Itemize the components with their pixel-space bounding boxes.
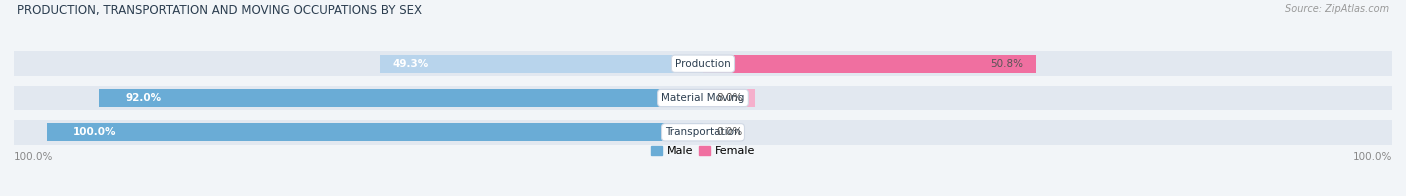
Text: 49.3%: 49.3%	[392, 59, 429, 69]
Bar	[14, 51, 1392, 76]
Legend: Male, Female: Male, Female	[647, 141, 759, 161]
Text: Production: Production	[675, 59, 731, 69]
Text: 92.0%: 92.0%	[125, 93, 162, 103]
Text: 8.0%: 8.0%	[716, 93, 742, 103]
Bar	[380, 55, 703, 73]
Bar	[703, 55, 1036, 73]
Text: 100.0%: 100.0%	[1353, 152, 1392, 162]
Text: Transportation: Transportation	[665, 127, 741, 137]
Bar	[100, 89, 703, 107]
Text: Source: ZipAtlas.com: Source: ZipAtlas.com	[1285, 4, 1389, 14]
Text: 100.0%: 100.0%	[14, 152, 53, 162]
Text: 100.0%: 100.0%	[73, 127, 117, 137]
Bar	[46, 123, 703, 141]
Bar	[703, 89, 755, 107]
Bar	[14, 120, 1392, 145]
Text: PRODUCTION, TRANSPORTATION AND MOVING OCCUPATIONS BY SEX: PRODUCTION, TRANSPORTATION AND MOVING OC…	[17, 4, 422, 17]
Bar	[14, 86, 1392, 110]
Text: Material Moving: Material Moving	[661, 93, 745, 103]
Text: 50.8%: 50.8%	[990, 59, 1024, 69]
Text: 0.0%: 0.0%	[716, 127, 742, 137]
